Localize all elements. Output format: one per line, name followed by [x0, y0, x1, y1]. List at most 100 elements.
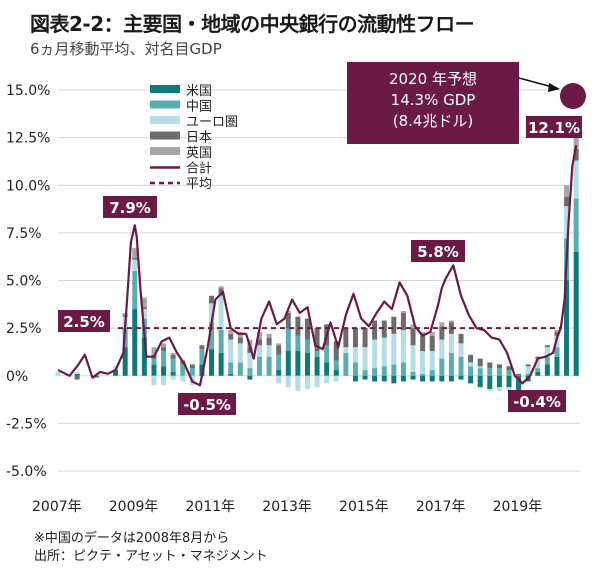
bar-英国 [218, 286, 224, 289]
bar-中国 [189, 368, 195, 376]
bar-日本 [199, 345, 205, 350]
bar-日本 [161, 347, 167, 351]
forecast-text: 14.3% GDP [391, 91, 476, 109]
bar-series [55, 135, 579, 393]
bar-米国 [391, 375, 397, 384]
bar-ユーロ圏 [132, 259, 138, 271]
y-tick-label: 5.0% [6, 274, 42, 290]
bar-ユーロ圏 [544, 347, 550, 357]
bar-ユーロ圏 [573, 160, 579, 199]
bar-米国 [304, 352, 310, 376]
bar-ユーロ圏 [333, 375, 339, 382]
annotation-box [411, 240, 465, 262]
x-tick-label: 2013年 [262, 499, 312, 515]
bar-ユーロ圏 [458, 343, 464, 357]
bar-米国 [400, 375, 406, 382]
bar-中国 [333, 360, 339, 371]
bar-ユーロ圏 [352, 347, 358, 363]
bar-英国 [410, 324, 416, 329]
bar-日本 [218, 288, 224, 296]
bar-米国 [276, 370, 282, 376]
y-tick-label: 12.5% [6, 131, 50, 147]
y-tick-label: 2.5% [6, 321, 42, 337]
bar-日本 [410, 328, 416, 346]
bar-英国 [420, 331, 426, 336]
bar-英国 [132, 248, 138, 258]
bar-中国 [458, 356, 464, 376]
y-tick-label: -2.5% [6, 416, 47, 432]
bar-米国 [199, 364, 205, 376]
legend-swatch [150, 85, 180, 93]
bar-ユーロ圏 [410, 345, 416, 372]
bar-ユーロ圏 [237, 343, 243, 363]
source-note: 出所：ピクテ・アセット・マネジメント [34, 549, 268, 564]
bar-ユーロ圏 [400, 330, 406, 363]
bar-中国 [506, 370, 512, 376]
bar-中国 [304, 339, 310, 353]
bar-米国 [487, 375, 493, 390]
bar-中国 [257, 356, 263, 376]
bar-中国 [372, 368, 378, 376]
bar-中国 [429, 370, 435, 376]
bar-日本 [285, 312, 291, 329]
bar-中国 [352, 362, 358, 376]
bar-米国 [410, 375, 416, 380]
bar-米国 [554, 356, 560, 376]
bar-米国 [113, 370, 119, 376]
bar-日本 [362, 328, 368, 348]
bar-ユーロ圏 [487, 389, 493, 391]
bar-日本 [506, 366, 512, 371]
bar-ユーロ圏 [209, 303, 215, 323]
legend-swatch [150, 100, 180, 109]
x-tick-label: 2007年 [32, 499, 82, 515]
bar-日本 [333, 341, 339, 361]
bar-ユーロ圏 [564, 206, 570, 239]
y-tick-label: -5.0% [6, 464, 47, 480]
bar-米国 [458, 375, 464, 380]
bar-日本 [93, 375, 99, 378]
bar-米国 [352, 375, 358, 382]
bar-米国 [228, 373, 234, 376]
y-tick-label: 15.0% [6, 83, 50, 99]
bar-ユーロ圏 [535, 358, 541, 369]
bar-米国 [151, 364, 157, 376]
bar-中国 [314, 350, 320, 357]
bar-英国 [141, 297, 147, 308]
bar-中国 [400, 362, 406, 376]
bar-日本 [458, 333, 464, 344]
x-tick-labels: 2007年 2009年 2011年 2013年 2015年 2017年 2019年 [32, 499, 542, 515]
annotation-label: 12.1% [528, 119, 580, 137]
bar-ユーロ圏 [55, 371, 61, 376]
bar-中国 [276, 354, 282, 371]
bar-ユーロ圏 [477, 366, 483, 369]
bar-ユーロ圏 [180, 375, 186, 382]
bar-中国 [170, 358, 176, 372]
bar-英国 [554, 330, 560, 332]
bar-米国 [324, 362, 330, 376]
bar-ユーロ圏 [74, 371, 80, 374]
bar-米国 [141, 337, 147, 376]
bar-中国 [199, 349, 205, 365]
bar-米国 [429, 375, 435, 382]
bar-米国 [573, 251, 579, 376]
bar-米国 [420, 375, 426, 382]
y-tick-label: 0% [6, 369, 28, 385]
bar-中国 [247, 368, 253, 376]
bar-日本 [420, 335, 426, 351]
bar-米国 [439, 375, 445, 382]
bar-ユーロ圏 [304, 375, 310, 390]
bar-中国 [180, 364, 186, 376]
forecast-box [347, 62, 519, 144]
bar-米国 [285, 350, 291, 376]
total-line [57, 144, 578, 387]
bar-ユーロ圏 [324, 375, 330, 384]
bar-米国 [372, 375, 378, 382]
bar-米国 [333, 370, 339, 376]
annotation-box [508, 390, 566, 412]
bar-米国 [564, 280, 570, 376]
bar-中国 [535, 368, 541, 372]
annotation-label: -0.5% [183, 396, 231, 414]
bar-中国 [573, 198, 579, 252]
bar-日本 [477, 358, 483, 367]
bar-日本 [189, 364, 195, 369]
